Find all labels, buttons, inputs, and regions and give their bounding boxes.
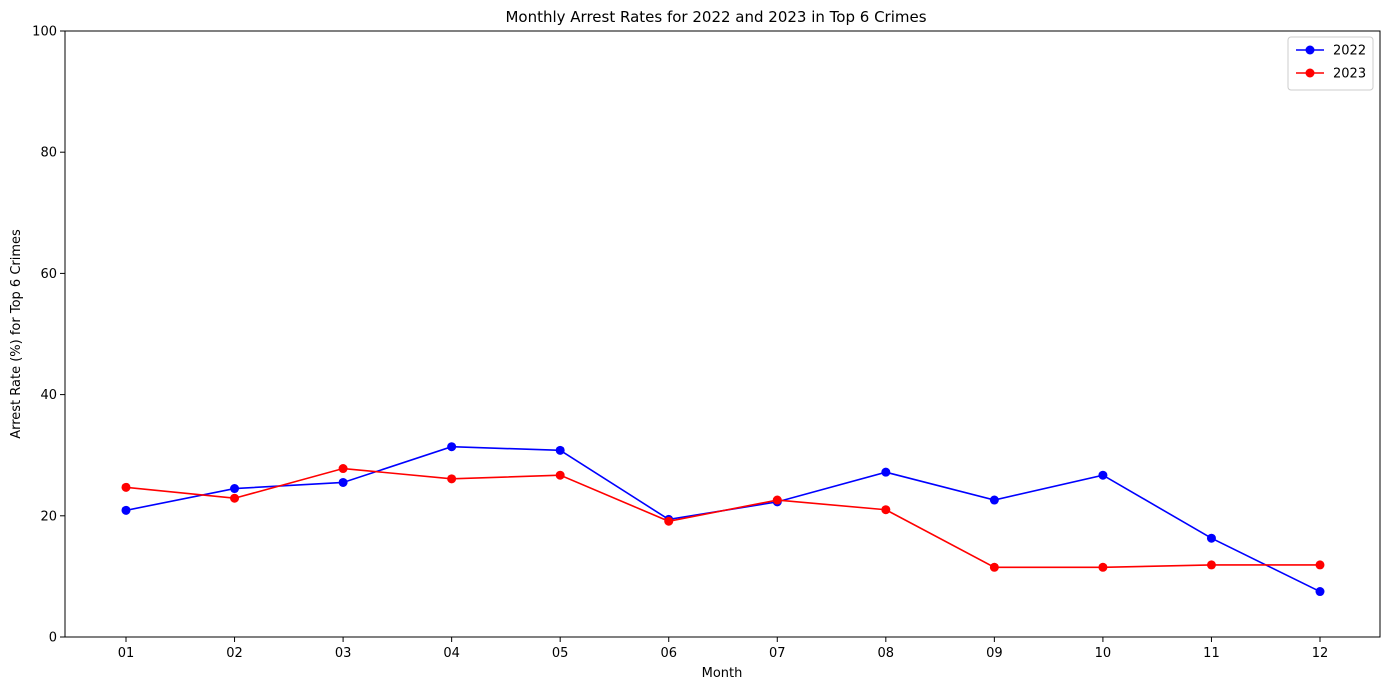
data-point <box>772 495 782 505</box>
series-2023 <box>121 464 1325 572</box>
x-tick-label: 09 <box>986 646 1003 661</box>
legend-entry: 2022 <box>1296 44 1366 59</box>
x-axis-label: Month <box>702 666 743 681</box>
x-tick-label: 05 <box>552 646 569 661</box>
data-point <box>338 464 348 474</box>
y-axis-label: Arrest Rate (%) for Top 6 Crimes <box>9 229 24 439</box>
data-point <box>989 495 999 505</box>
x-tick-label: 03 <box>335 646 352 661</box>
data-point <box>447 442 457 452</box>
x-tick-label: 01 <box>118 646 135 661</box>
y-tick-label: 100 <box>32 25 57 40</box>
series-layer <box>121 442 1325 597</box>
legend-label: 2023 <box>1333 67 1366 82</box>
data-point <box>230 484 240 494</box>
data-point <box>230 493 240 503</box>
legend-marker <box>1305 45 1315 55</box>
x-tick-label: 04 <box>443 646 460 661</box>
y-tick-label: 60 <box>40 267 57 282</box>
legend-label: 2022 <box>1333 44 1366 59</box>
data-point <box>1315 587 1325 597</box>
y-tick-label: 80 <box>40 146 57 161</box>
x-tick-label: 10 <box>1095 646 1112 661</box>
x-tick-label: 12 <box>1312 646 1329 661</box>
x-axis: 01 02 03 04 05 06 07 08 09 10 11 12 <box>118 637 1329 661</box>
x-tick-label: 11 <box>1203 646 1220 661</box>
x-tick-label: 02 <box>226 646 243 661</box>
legend-entry: 2023 <box>1296 67 1366 82</box>
x-tick-label: 07 <box>769 646 786 661</box>
data-point <box>881 467 891 477</box>
data-point <box>1315 560 1325 570</box>
data-point <box>555 445 565 455</box>
data-point <box>664 516 674 526</box>
data-point <box>447 474 457 484</box>
y-tick-label: 20 <box>40 509 57 524</box>
data-point <box>1206 533 1216 543</box>
y-axis: 0 20 40 60 80 100 <box>32 25 65 646</box>
y-tick-label: 0 <box>49 631 57 646</box>
plot-area <box>64 30 1381 638</box>
x-tick-label: 06 <box>660 646 677 661</box>
x-tick-label: 08 <box>878 646 895 661</box>
data-point <box>338 477 348 487</box>
y-tick-label: 40 <box>40 388 57 403</box>
data-point <box>881 505 891 515</box>
data-point <box>989 562 999 572</box>
data-point <box>121 505 131 515</box>
series-line <box>125 467 1320 569</box>
legend: 2022 2023 <box>1287 36 1374 91</box>
legend-marker <box>1305 68 1315 78</box>
series-line <box>125 445 1321 593</box>
chart-title: Monthly Arrest Rates for 2022 and 2023 i… <box>505 8 926 26</box>
data-point <box>555 470 565 480</box>
series-2022 <box>121 442 1325 597</box>
data-point <box>121 482 131 492</box>
data-point <box>1098 470 1108 480</box>
data-point <box>1098 562 1108 572</box>
data-point <box>1206 560 1216 570</box>
plot-frame <box>64 30 1381 638</box>
